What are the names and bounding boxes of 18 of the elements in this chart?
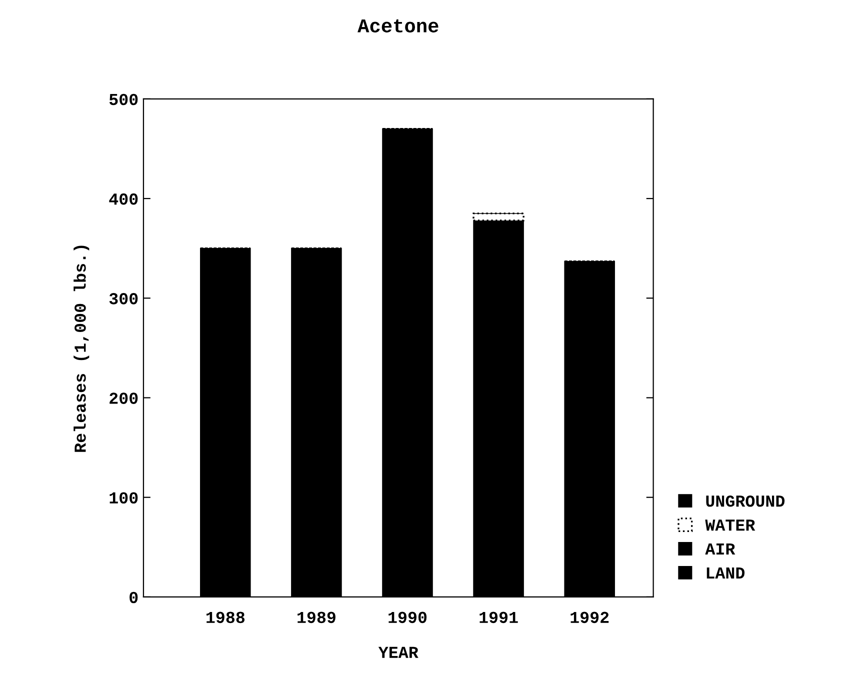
- y-tick-label: 400: [109, 193, 138, 205]
- chart-title: Acetone: [358, 19, 438, 32]
- y-tick-label: 500: [109, 94, 138, 106]
- x-tick-label: 1989: [298, 612, 336, 624]
- legend-label: AIR: [705, 544, 736, 555]
- y-tick-label: 100: [110, 492, 138, 504]
- y-tick-label: 200: [110, 392, 138, 404]
- x-axis-title: YEAR: [378, 646, 418, 658]
- legend-label: WATER: [705, 520, 756, 531]
- y-tick-label: 0: [130, 592, 138, 604]
- x-tick-label: 1988: [206, 612, 245, 624]
- y-axis-title: Releases (1,000 lbs.): [74, 246, 90, 452]
- x-tick-label: 1992: [570, 612, 609, 624]
- x-tick-label: 1991: [480, 612, 518, 624]
- legend-label: LAND: [706, 568, 745, 578]
- x-tick-label: 1990: [388, 612, 427, 624]
- y-tick-label: 300: [109, 293, 138, 304]
- legend-label: UNGROUND: [706, 495, 785, 507]
